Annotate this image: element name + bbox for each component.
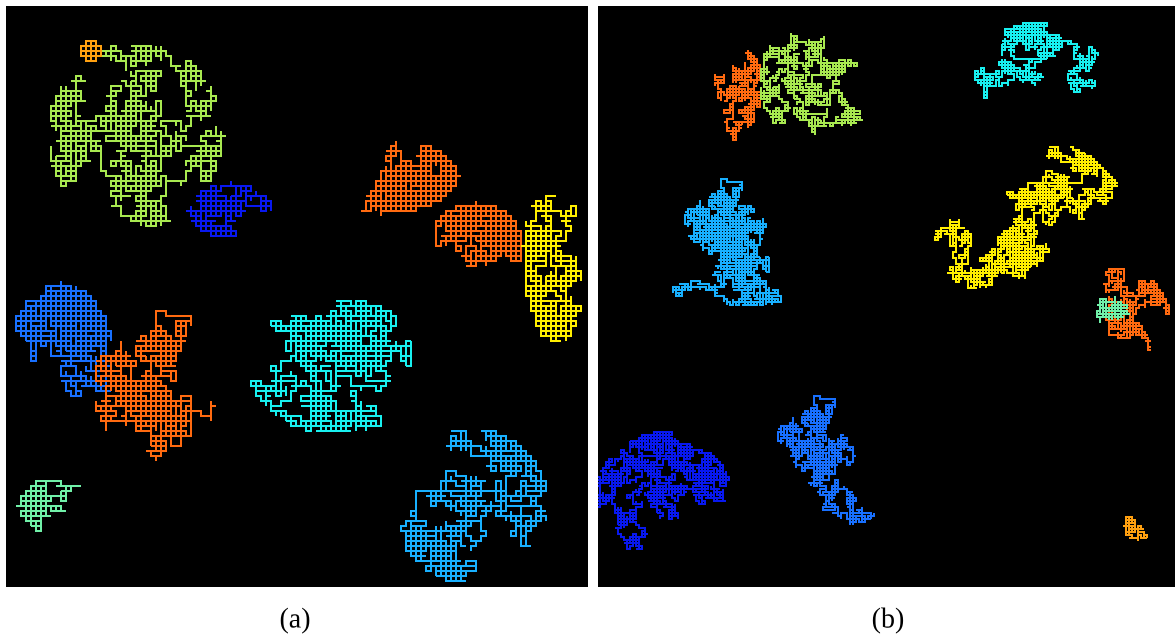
cluster bbox=[250, 300, 412, 432]
cluster bbox=[760, 33, 863, 135]
cluster bbox=[521, 195, 582, 342]
cluster bbox=[1096, 296, 1130, 323]
panel-b-background bbox=[598, 6, 1175, 587]
cluster bbox=[186, 181, 272, 237]
cluster bbox=[16, 480, 81, 532]
caption: (a) bbox=[279, 603, 310, 634]
cluster bbox=[672, 178, 782, 306]
cluster bbox=[777, 395, 875, 525]
cluster bbox=[598, 431, 730, 550]
cluster bbox=[714, 50, 761, 141]
cluster bbox=[974, 22, 1099, 99]
cluster bbox=[934, 146, 1118, 289]
caption: (b) bbox=[872, 603, 905, 634]
cluster bbox=[361, 141, 461, 216]
panel-b-clusters bbox=[598, 22, 1170, 550]
panel-a-clusters bbox=[15, 40, 582, 582]
cluster bbox=[15, 281, 112, 397]
cluster bbox=[400, 430, 547, 582]
cluster bbox=[435, 201, 526, 267]
cluster bbox=[1123, 516, 1148, 541]
cluster bbox=[50, 45, 226, 227]
cluster bbox=[95, 310, 216, 461]
cluster bbox=[80, 40, 102, 62]
